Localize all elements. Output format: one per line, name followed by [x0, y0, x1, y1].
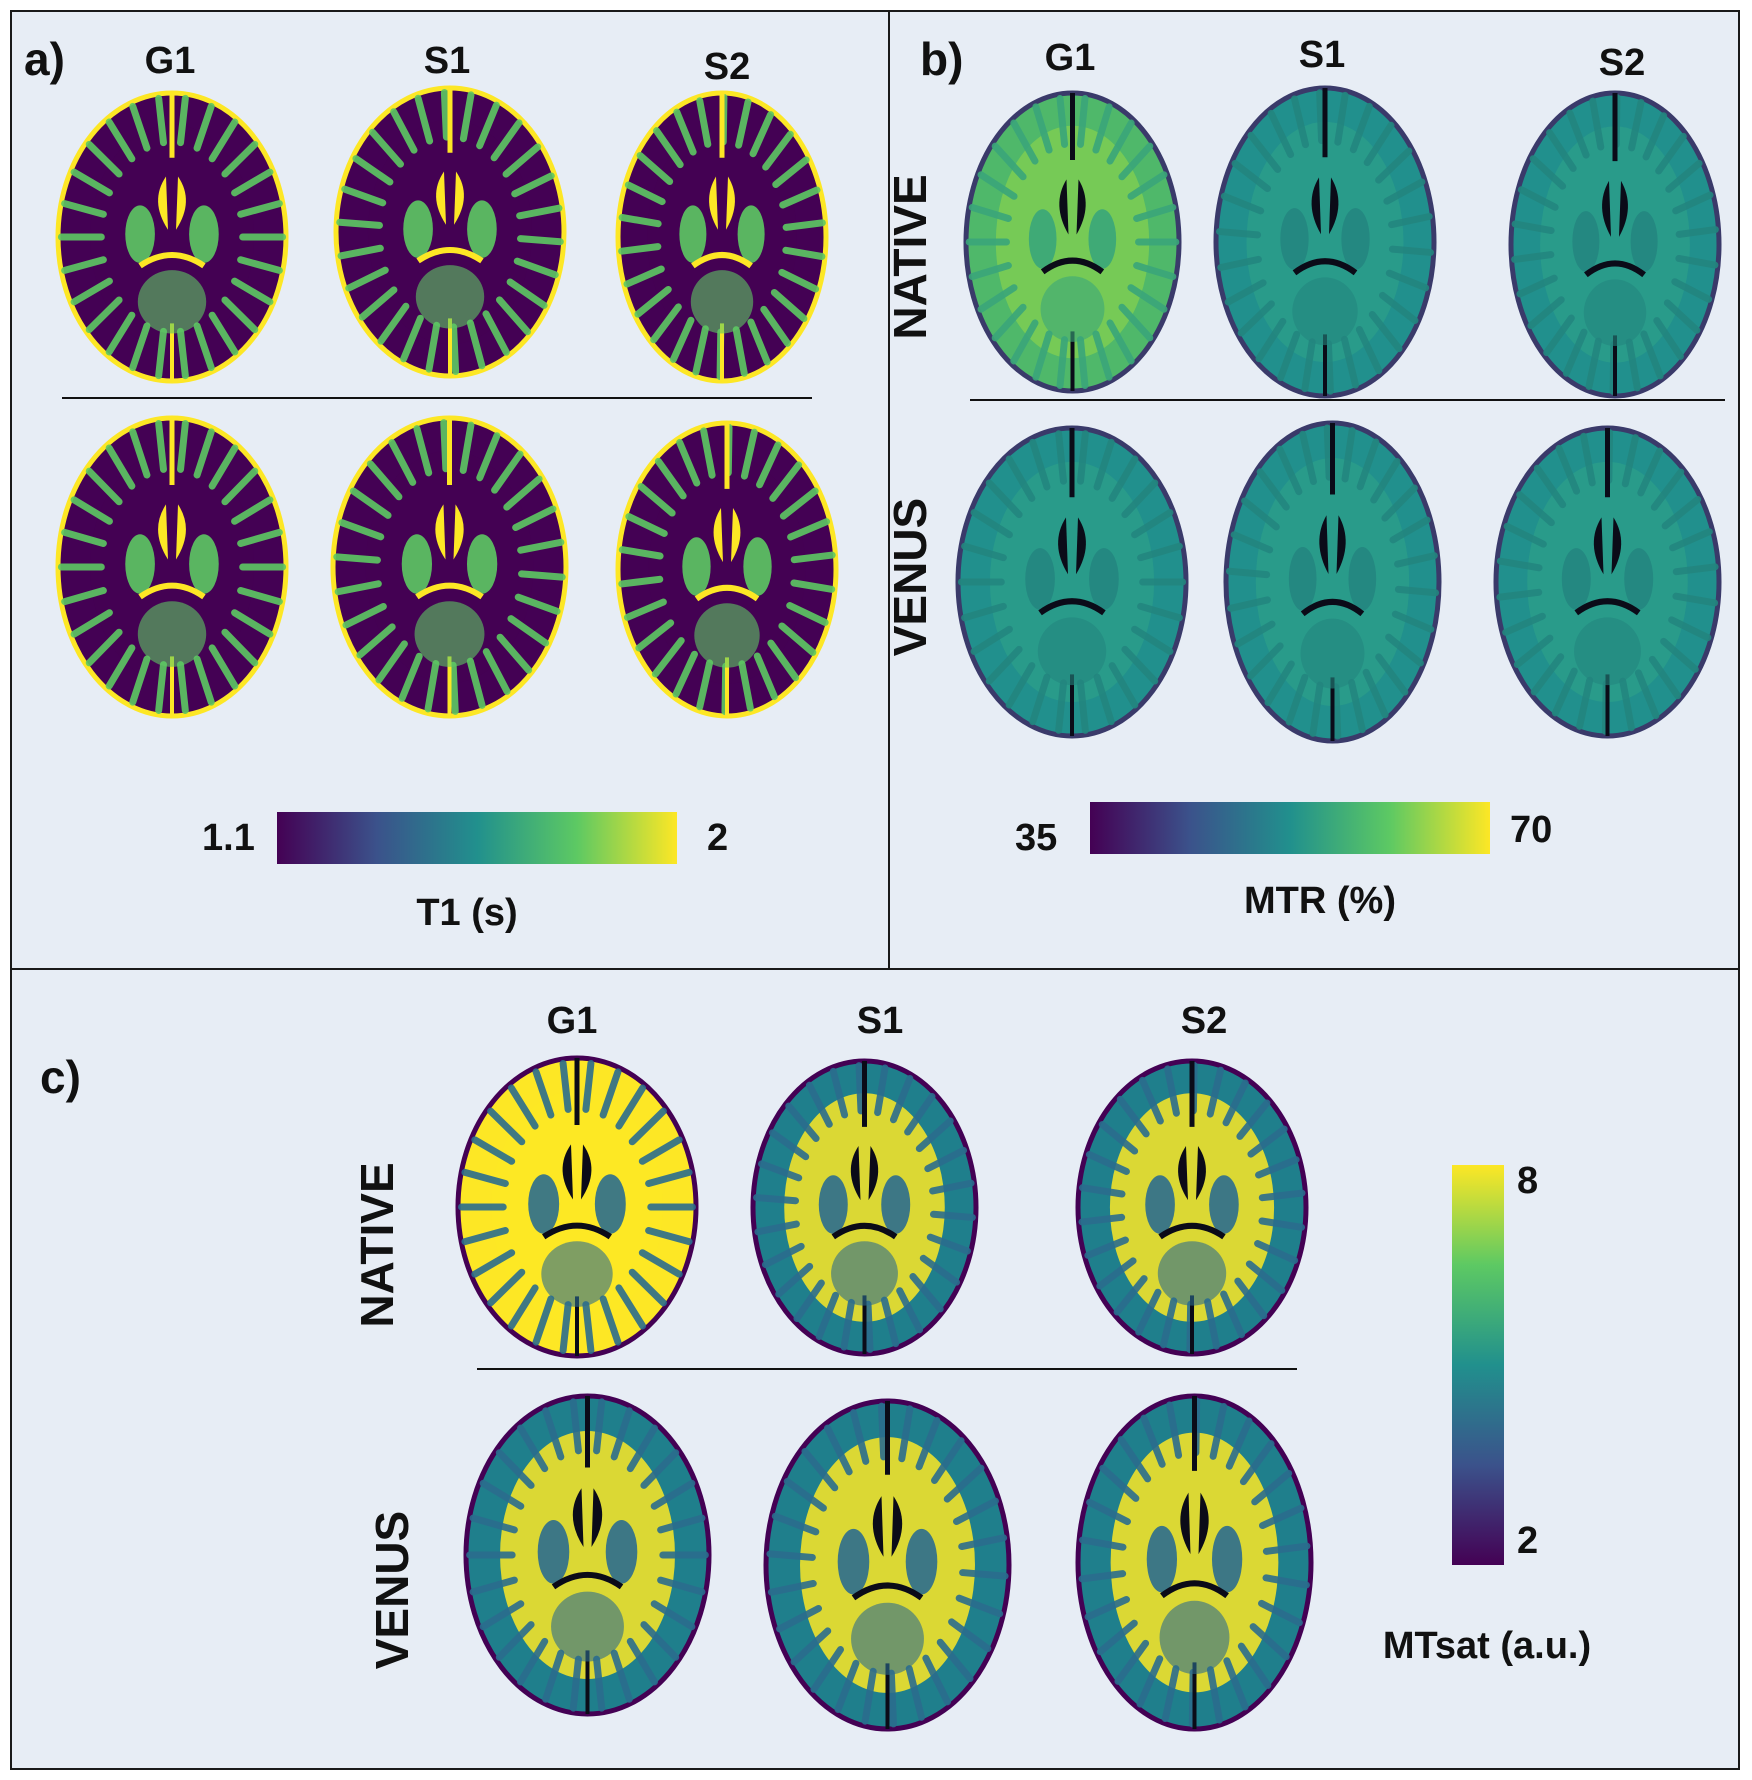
panel-b-col-s2: S2	[1598, 42, 1646, 84]
brain-t1-s1-bottom	[330, 415, 569, 719]
brain-mtr-g1-native	[963, 90, 1182, 394]
panel-c-col-s1: S1	[856, 1000, 904, 1042]
panel-a-col-s2: S2	[703, 46, 751, 88]
panel-a-separator	[62, 397, 812, 399]
brain-mtsat-s2-venus	[1075, 1393, 1314, 1732]
brain-t1-s1-top	[333, 85, 567, 379]
mtsat-colorbar-min: 2	[1517, 1520, 1539, 1562]
panel-c-col-s2: S2	[1180, 1000, 1228, 1042]
panel-c: c) G1 S1 S2 NATIVE VENUS 8 2 MTsat (a.u.…	[10, 968, 1740, 1770]
mtr-colorbar-title: MTR (%)	[1244, 880, 1396, 922]
panel-c-label: c)	[40, 1051, 81, 1103]
mtsat-colorbar	[1452, 1165, 1504, 1565]
panel-c-col-g1: G1	[546, 1000, 598, 1042]
brain-t1-g1-bottom	[55, 415, 289, 719]
brain-mtsat-g1-venus	[463, 1393, 712, 1717]
panel-c-row-native: NATIVE	[351, 1162, 403, 1328]
t1-colorbar	[277, 812, 677, 864]
panel-c-separator	[477, 1368, 1297, 1370]
brain-t1-s2-top	[615, 90, 829, 384]
brain-mtsat-g1-native	[455, 1055, 699, 1359]
mtsat-colorbar-title: MTsat (a.u.)	[1382, 1625, 1592, 1667]
brain-mtsat-s2-native	[1075, 1058, 1309, 1357]
panel-a-label: a)	[24, 33, 65, 85]
panel-b-col-s1: S1	[1298, 34, 1346, 76]
mtr-colorbar-max: 70	[1510, 809, 1553, 851]
t1-colorbar-max: 2	[707, 817, 729, 859]
mtr-colorbar-min: 35	[1015, 817, 1058, 859]
brain-mtr-g1-venus	[955, 425, 1189, 739]
brain-mtr-s1-native	[1213, 85, 1437, 399]
mtsat-colorbar-max: 8	[1517, 1160, 1539, 1202]
mtr-colorbar	[1090, 802, 1490, 854]
panel-b-row-venus: VENUS	[884, 497, 936, 657]
panel-c-row-venus: VENUS	[366, 1510, 418, 1670]
brain-t1-s2-bottom	[615, 420, 839, 719]
brain-mtr-s1-venus	[1223, 420, 1442, 744]
panel-b: b) G1 S1 S2 NATIVE VENUS 35 70 MTR (%)	[884, 10, 1740, 970]
brain-mtr-s2-native	[1508, 90, 1722, 399]
panel-b-col-g1: G1	[1044, 37, 1096, 79]
brain-mtsat-s1-venus	[763, 1398, 1012, 1732]
brain-mtsat-s1-native	[750, 1058, 979, 1357]
panel-b-label: b)	[920, 33, 964, 85]
panel-a: a) G1 S1 S2 1.1 2 T1 (s)	[10, 10, 890, 970]
t1-colorbar-min: 1.1	[202, 817, 255, 859]
brain-t1-g1-top	[55, 90, 289, 384]
panel-a-col-g1: G1	[144, 40, 196, 82]
t1-colorbar-title: T1 (s)	[416, 892, 518, 934]
panel-b-separator	[970, 399, 1725, 401]
panel-b-row-native: NATIVE	[884, 174, 936, 340]
brain-mtr-s2-venus	[1493, 425, 1722, 739]
panel-a-col-s1: S1	[423, 40, 471, 82]
